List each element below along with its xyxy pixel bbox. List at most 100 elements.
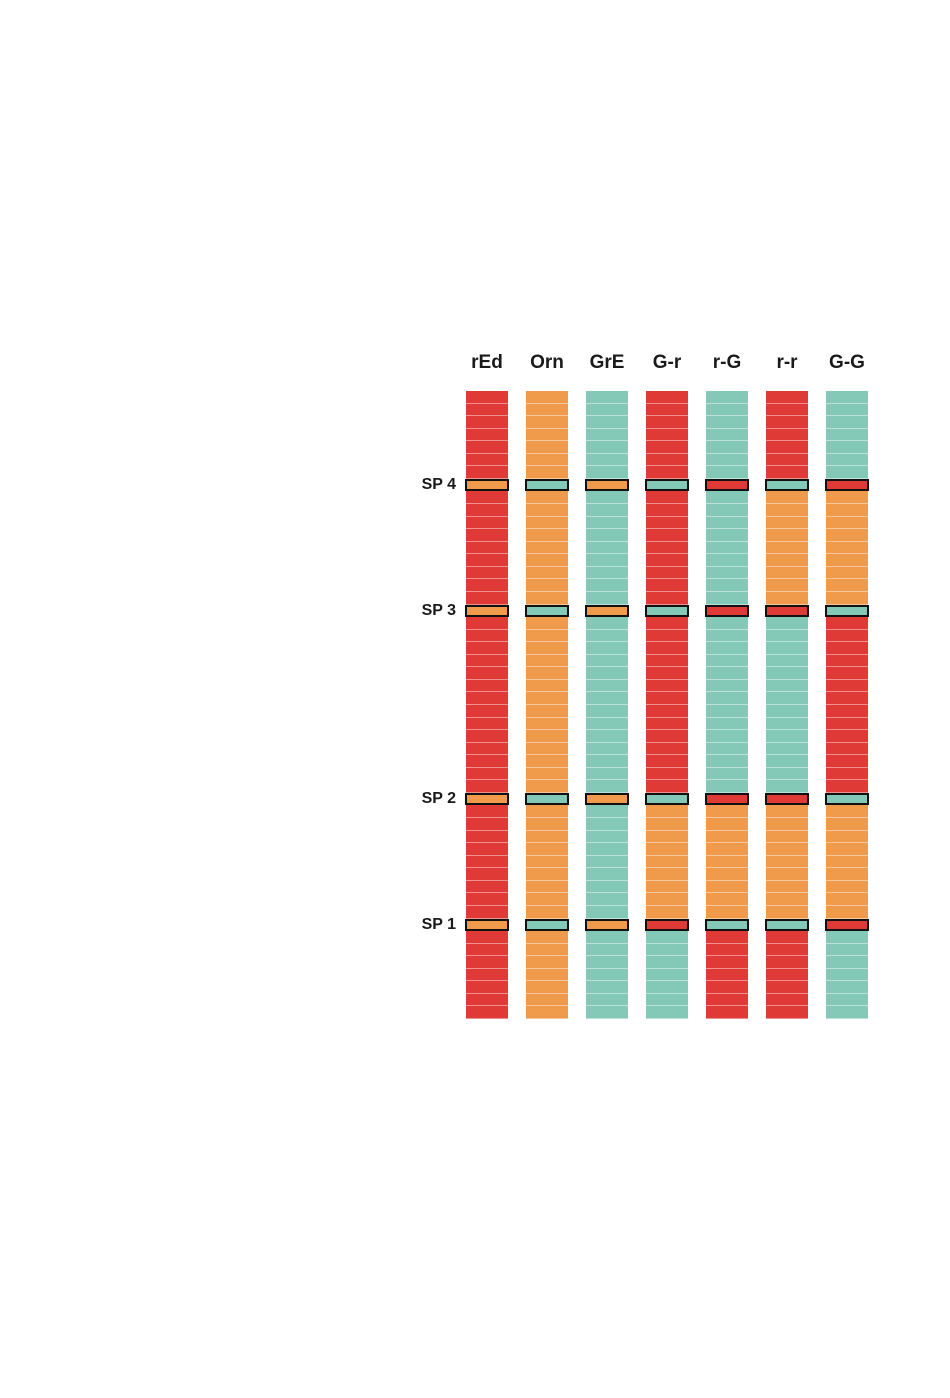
row-cell (766, 805, 808, 819)
row-cell (706, 466, 748, 479)
row-cell (526, 742, 568, 756)
row-cell (826, 667, 868, 680)
row-cell (766, 730, 808, 743)
row-cell (466, 579, 508, 592)
row-cell (766, 880, 808, 894)
row-cell (586, 491, 628, 505)
row-cell (646, 755, 688, 768)
row-cell (706, 880, 748, 894)
row-cell (826, 529, 868, 542)
row-cell (826, 642, 868, 655)
row-cell (706, 491, 748, 505)
row-cell (826, 805, 868, 819)
row-cell (826, 905, 868, 919)
row-cell (586, 855, 628, 869)
row-cell (466, 642, 508, 655)
row-cell (646, 679, 688, 693)
row-cell (646, 805, 688, 819)
row-cell (646, 453, 688, 467)
color-column (705, 391, 749, 1019)
row-cell (526, 516, 568, 530)
row-cell (526, 830, 568, 844)
row-cell (526, 667, 568, 680)
row-cell (586, 428, 628, 442)
row-cell (586, 717, 628, 731)
row-cell (526, 818, 568, 831)
row-cell (826, 717, 868, 731)
row-cell (646, 642, 688, 655)
row-cell (586, 767, 628, 781)
column-header-3: GrE (589, 352, 625, 373)
row-cell (826, 391, 868, 404)
row-cell (826, 730, 868, 743)
row-cell (586, 993, 628, 1007)
row-cell (526, 780, 568, 793)
row-cell (706, 579, 748, 592)
row-cell (706, 416, 748, 429)
row-cell (466, 880, 508, 894)
sp-cell (585, 478, 629, 491)
row-cell (646, 466, 688, 479)
row-cell (826, 403, 868, 417)
row-cell (766, 956, 808, 969)
sp-cell (465, 478, 509, 491)
sp-label: SP 2 (421, 789, 456, 807)
sp-cell (585, 792, 629, 805)
column-header-5: r-G (712, 352, 742, 373)
sp-cell (525, 918, 569, 931)
row-cell (826, 591, 868, 605)
row-cell (586, 931, 628, 944)
row-cell (466, 491, 508, 505)
row-cell (706, 591, 748, 605)
row-cell (526, 441, 568, 454)
row-cell (526, 767, 568, 781)
row-cell (826, 416, 868, 429)
sp-cell (645, 792, 689, 805)
row-cell (466, 943, 508, 957)
row-cell (766, 692, 808, 705)
row-cell (766, 667, 808, 680)
row-cell (466, 679, 508, 693)
row-cell (646, 767, 688, 781)
sp-cell (825, 792, 869, 805)
row-cell (826, 880, 868, 894)
row-cell (526, 642, 568, 655)
row-cell (646, 742, 688, 756)
row-cell (766, 466, 808, 479)
row-cell (586, 667, 628, 680)
sp-cell (825, 478, 869, 491)
row-cell (466, 830, 508, 844)
row-cell (526, 391, 568, 404)
row-cell (646, 591, 688, 605)
row-cell (766, 830, 808, 844)
row-cell (766, 541, 808, 555)
row-cell (466, 617, 508, 630)
row-cell (646, 391, 688, 404)
row-cell (826, 629, 868, 643)
row-cell (586, 504, 628, 517)
row-cell (826, 931, 868, 944)
row-cell (706, 730, 748, 743)
row-cell (586, 755, 628, 768)
row-cell (586, 453, 628, 467)
row-cell (826, 1006, 868, 1019)
row-cell (826, 566, 868, 580)
row-cell (706, 617, 748, 630)
row-cell (526, 466, 568, 479)
row-cell (826, 993, 868, 1007)
row-cell (466, 931, 508, 944)
row-cell (766, 629, 808, 643)
sp-cell (765, 792, 809, 805)
row-cell (646, 730, 688, 743)
row-cell (766, 453, 808, 467)
row-cell (826, 679, 868, 693)
row-cell (706, 956, 748, 969)
row-cell (646, 968, 688, 982)
row-cell (706, 780, 748, 793)
row-cell (766, 717, 808, 731)
row-cell (766, 767, 808, 781)
row-cell (826, 705, 868, 718)
sp-cell (465, 604, 509, 617)
row-cell (826, 541, 868, 555)
row-cell (526, 868, 568, 881)
